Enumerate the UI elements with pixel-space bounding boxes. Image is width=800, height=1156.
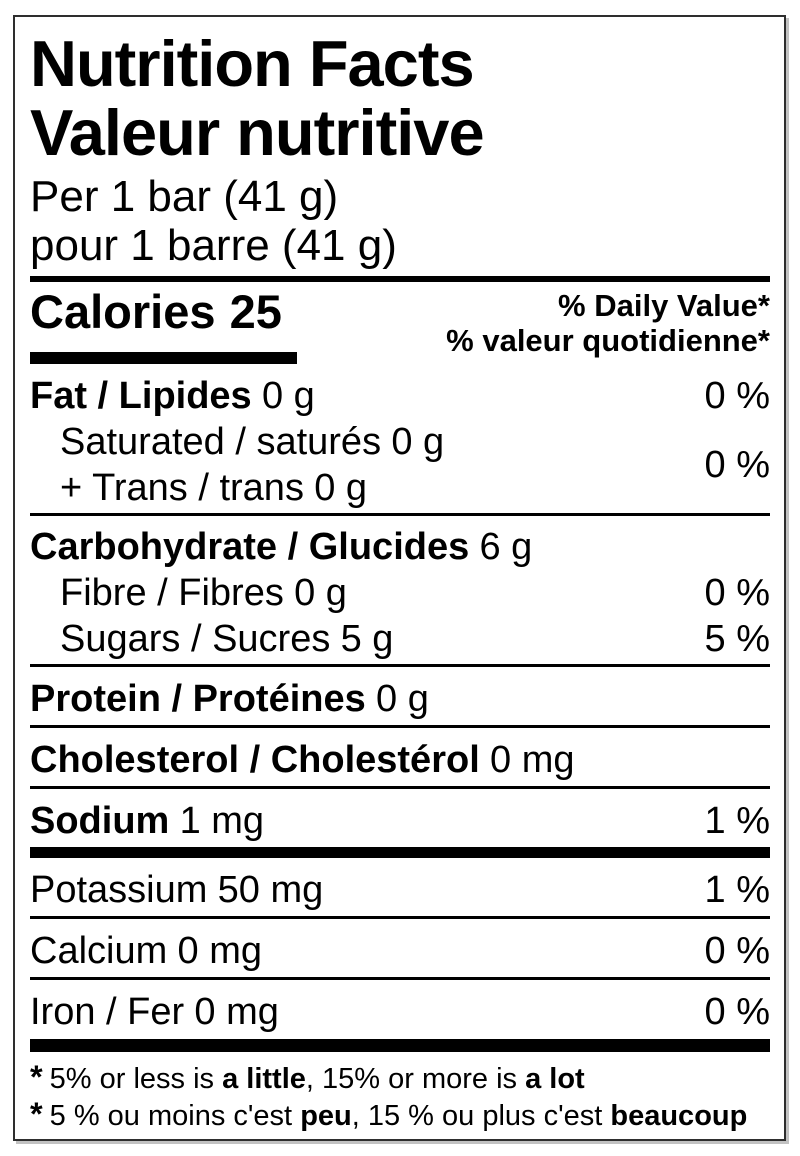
divider-thin (30, 513, 770, 516)
nutrient-amount: 0 g (294, 572, 347, 614)
nutrient-amount: 0 mg (177, 930, 262, 972)
nutrient-name: Carbohydrate / Glucides 6 g (30, 526, 533, 568)
daily-value-header-fr: % valeur quotidienne* (446, 323, 770, 358)
asterisk-icon: * (30, 1096, 43, 1132)
nutrient-sublines: Saturated / saturés 0 g + Trans / trans 0 … (30, 419, 705, 511)
divider-thin (30, 916, 770, 919)
label-title-fr: Valeur nutritive (30, 96, 485, 169)
daily-value-percent: 1 % (704, 869, 770, 911)
nutrient-amount: 0 mg (194, 991, 279, 1033)
nutrient-amount: 0 g (314, 467, 368, 509)
nutrient-amount: 0 g (376, 678, 429, 720)
nutrient-row-potassium: Potassium 50 mg 1 % (30, 858, 770, 913)
calories-section: Calories 25 % Daily Value* % valeur quoti… (30, 286, 770, 359)
nutrient-amount: 6 g (479, 526, 533, 568)
calories-line: Calories 25 (30, 286, 282, 338)
daily-value-percent: 0 % (704, 930, 770, 972)
divider-thin (30, 977, 770, 980)
nutrient-row-saturated-trans: Saturated / saturés 0 g + Trans / trans 0 … (30, 419, 770, 511)
nutrient-name: Protein / Protéines 0 g (30, 678, 429, 720)
nutrition-facts-label: Nutrition Facts Valeur nutritive Per 1 b… (13, 15, 786, 1141)
daily-value-percent: 0 % (704, 444, 770, 486)
nutrient-name: Calcium 0 mg (30, 930, 262, 972)
nutrient-name: Potassium 50 mg (30, 869, 324, 911)
nutrient-amount: 1 mg (179, 800, 265, 842)
nutrient-name: Saturated / saturés 0 g (60, 421, 445, 463)
divider-medium (30, 847, 770, 858)
nutrient-row-sugars: Sugars / Sucres 5 g 5 % (30, 616, 770, 662)
nutrient-row-carbohydrate: Carbohydrate / Glucides 6 g (30, 516, 770, 570)
nutrient-name: Cholesterol / Cholestérol 0 mg (30, 739, 575, 781)
divider-thin (30, 786, 770, 789)
footnote-en: * 5% or less is a little, 15% or more is … (30, 1059, 585, 1096)
nutrient-row-protein: Protein / Protéines 0 g (30, 667, 770, 722)
nutrient-name: + Trans / trans 0 g (60, 467, 368, 509)
calories-underline-bar (30, 352, 297, 364)
daily-value-percent: 1 % (704, 800, 770, 842)
divider-thick-footnote (30, 1039, 770, 1052)
daily-value-percent: 0 % (704, 375, 770, 417)
nutrient-amount: 0 mg (490, 739, 575, 781)
calories-label: Calories (30, 285, 216, 338)
divider-thick-serving (30, 276, 770, 282)
nutrient-row-calcium: Calcium 0 mg 0 % (30, 919, 770, 974)
nutrient-row-fat: Fat / Lipides 0 g 0 % (30, 364, 770, 419)
nutrient-amount: 0 g (261, 375, 315, 417)
nutrient-row-cholesterol: Cholesterol / Cholestérol 0 mg (30, 728, 770, 783)
nutrient-amount: 50 mg (217, 869, 324, 911)
nutrient-row-fibre: Fibre / Fibres 0 g 0 % (30, 570, 770, 616)
calories-value: 25 (229, 285, 282, 338)
daily-value-percent: 0 % (704, 991, 770, 1033)
divider-thin (30, 664, 770, 667)
nutrient-name: Iron / Fer 0 mg (30, 991, 279, 1033)
daily-value-header: % Daily Value* % valeur quotidienne* (446, 286, 770, 358)
nutrient-name: Fibre / Fibres 0 g (60, 572, 347, 614)
label-title-en: Nutrition Facts (30, 27, 475, 100)
nutrient-name: Sodium 1 mg (30, 800, 265, 842)
serving-size-fr: pour 1 barre (41 g) (30, 221, 397, 270)
nutrient-name: Fat / Lipides 0 g (30, 375, 315, 417)
daily-value-percent: 0 % (704, 572, 770, 614)
daily-value-percent: 5 % (704, 618, 770, 660)
nutrient-row-iron: Iron / Fer 0 mg 0 % (30, 980, 770, 1035)
nutrient-amount: 0 g (391, 421, 445, 463)
divider-thin (30, 725, 770, 728)
nutrient-name: Sugars / Sucres 5 g (60, 618, 394, 660)
serving-size-en: Per 1 bar (41 g) (30, 172, 339, 221)
nutrient-row-sodium: Sodium 1 mg 1 % (30, 789, 770, 844)
asterisk-icon: * (30, 1059, 43, 1095)
footnote-fr: * 5 % ou moins c'est peu, 15 % ou plus c'… (30, 1096, 748, 1133)
daily-value-header-en: % Daily Value* (558, 288, 770, 323)
nutrient-amount: 5 g (340, 618, 394, 660)
